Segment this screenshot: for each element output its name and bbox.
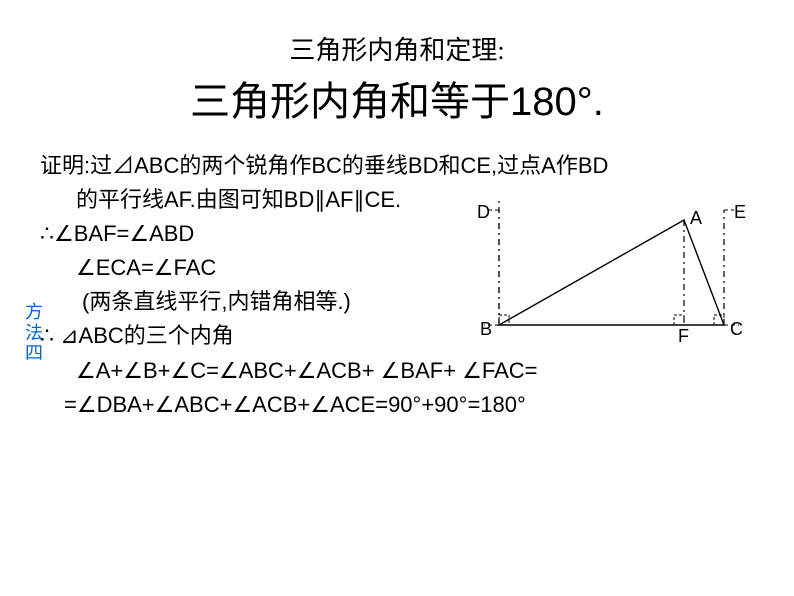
label-C: C: [730, 319, 743, 339]
method-label: 方法四: [24, 302, 44, 364]
label-D: D: [477, 202, 490, 222]
triangle-figure: D E A B C F: [474, 200, 754, 350]
proof-line-7: =∠DBA+∠ABC+∠ACB+∠ACE=90°+90°=180°: [40, 388, 794, 422]
proof-line-1: 证明:过⊿ABC的两个锐角作BC的垂线BD和CE,过点A作BD: [40, 149, 794, 183]
label-F: F: [678, 326, 689, 346]
theorem-subtitle: 三角形内角和定理:: [0, 30, 794, 67]
theorem-title: 三角形内角和等于180°.: [0, 69, 794, 127]
label-A: A: [690, 208, 702, 228]
label-B: B: [480, 319, 492, 339]
label-E: E: [734, 202, 746, 222]
proof-line-6: ∠A+∠B+∠C=∠ABC+∠ACB+ ∠BAF+ ∠FAC=: [40, 354, 794, 388]
